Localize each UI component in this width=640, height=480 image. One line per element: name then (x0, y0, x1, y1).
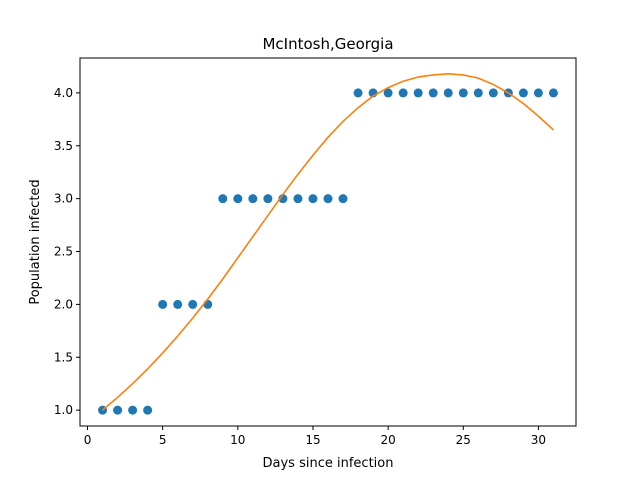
x-axis-label: Days since infection (263, 456, 394, 471)
x-tick-label: 0 (84, 433, 92, 447)
data-point (128, 405, 138, 415)
y-axis-label: Population infected (28, 179, 43, 304)
data-point (398, 88, 408, 98)
data-point (308, 194, 318, 204)
data-point (323, 194, 333, 204)
y-tick-label: 2.5 (54, 245, 73, 259)
y-tick-label: 2.0 (54, 297, 73, 311)
data-point (218, 194, 228, 204)
chart-title: McIntosh,Georgia (262, 35, 393, 53)
plot-area: 0 5 10 15 20 25 30 1.0 1.5 2.0 2.5 3.0 3.5 4.0 (54, 57, 577, 447)
x-tick-label: 25 (456, 433, 471, 447)
y-tick-label: 1.5 (54, 350, 73, 364)
data-point (338, 194, 348, 204)
data-point (293, 194, 303, 204)
data-point (263, 194, 273, 204)
data-point (548, 88, 558, 98)
data-point (143, 405, 153, 415)
data-point (158, 299, 168, 309)
data-point (533, 88, 543, 98)
data-point (383, 88, 393, 98)
y-tick-label: 3.5 (54, 139, 73, 153)
x-tick-label: 15 (305, 433, 320, 447)
data-point (458, 88, 468, 98)
x-tick-label: 5 (159, 433, 167, 447)
data-point (518, 88, 528, 98)
fit-line (102, 73, 554, 411)
data-point (188, 299, 198, 309)
data-point (113, 405, 123, 415)
data-point (173, 299, 183, 309)
data-point (203, 299, 213, 309)
data-point (248, 194, 258, 204)
data-point (428, 88, 438, 98)
y-tick-label: 3.0 (54, 192, 73, 206)
axes-frame (79, 57, 577, 427)
data-point (473, 88, 483, 98)
data-point (233, 194, 243, 204)
x-tick-label: 30 (531, 433, 546, 447)
data-point (413, 88, 423, 98)
data-point (488, 88, 498, 98)
x-tick-label: 20 (380, 433, 395, 447)
y-tick-label: 1.0 (54, 403, 73, 417)
x-tick-label: 10 (230, 433, 245, 447)
data-point (353, 88, 363, 98)
y-tick-label: 4.0 (54, 86, 73, 100)
data-point (443, 88, 453, 98)
